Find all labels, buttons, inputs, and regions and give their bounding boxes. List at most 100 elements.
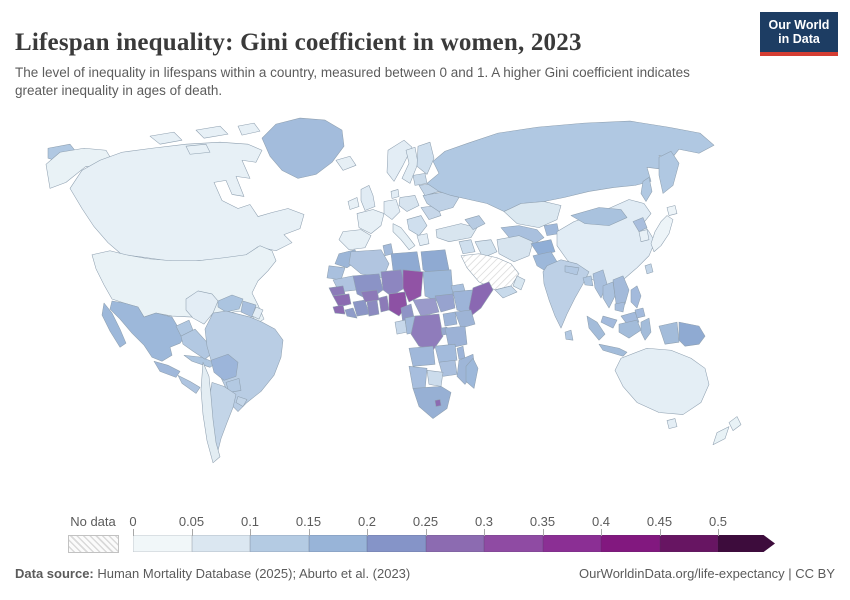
country-indonesia-sumatra[interactable] (586, 315, 606, 341)
country-senegal[interactable] (328, 285, 346, 297)
country-canada-arctic4[interactable] (185, 143, 211, 155)
country-zambia[interactable] (434, 343, 458, 363)
country-lesotho[interactable] (434, 399, 442, 407)
country-south-korea[interactable] (638, 229, 650, 242)
legend-bin-4[interactable] (367, 535, 426, 552)
legend-bin-7[interactable] (542, 535, 601, 552)
country-norway[interactable] (386, 139, 413, 182)
country-laos-vietnam[interactable] (612, 275, 630, 311)
country-south-sudan[interactable] (434, 293, 456, 313)
country-canada-arctic3[interactable] (237, 122, 261, 136)
country-mexico-baja[interactable] (101, 302, 127, 348)
country-tanzania[interactable] (444, 325, 468, 349)
country-peru[interactable] (180, 328, 213, 360)
country-somalia[interactable] (468, 281, 494, 317)
country-yemen[interactable] (494, 285, 518, 299)
country-togo-benin[interactable] (378, 295, 390, 313)
country-south-africa[interactable] (412, 386, 452, 419)
country-new-zealand-north[interactable] (728, 416, 742, 431)
country-russia-sakhalin[interactable] (640, 177, 653, 202)
country-uk[interactable] (360, 185, 376, 211)
country-angola[interactable] (408, 345, 436, 367)
country-spain-portugal[interactable] (338, 229, 372, 251)
country-gabon[interactable] (394, 319, 408, 335)
country-mexico[interactable] (109, 300, 187, 362)
country-turkey[interactable] (435, 223, 478, 242)
country-japan-hokkaido[interactable] (666, 205, 678, 216)
country-uruguay[interactable] (235, 396, 248, 407)
country-iraq[interactable] (474, 239, 498, 259)
legend-bin-6[interactable] (484, 535, 543, 552)
country-france[interactable] (356, 209, 385, 234)
legend-bin-3[interactable] (308, 535, 367, 552)
country-india[interactable] (542, 259, 590, 329)
country-philippines[interactable] (630, 285, 642, 309)
country-oman[interactable] (512, 275, 526, 291)
country-australia-tasmania[interactable] (666, 418, 678, 429)
country-liberia[interactable] (344, 307, 358, 319)
country-iceland[interactable] (335, 155, 357, 171)
country-niger[interactable] (380, 269, 406, 297)
country-caucasus[interactable] (464, 215, 486, 230)
country-greenland[interactable] (261, 117, 345, 179)
country-sri-lanka[interactable] (564, 329, 574, 341)
country-chad[interactable] (402, 269, 424, 303)
country-kazakhstan[interactable] (503, 201, 562, 228)
country-guyana-suriname[interactable] (240, 300, 257, 318)
legend-bin-2[interactable] (250, 535, 309, 552)
country-saudi-arabia[interactable] (460, 253, 520, 291)
country-drc[interactable] (410, 313, 444, 351)
country-north-korea[interactable] (632, 217, 648, 232)
country-canada-arctic1[interactable] (149, 131, 183, 145)
country-botswana[interactable] (426, 370, 444, 387)
country-canada[interactable] (69, 141, 305, 262)
country-sierra-leone[interactable] (332, 304, 346, 315)
legend-bin-0[interactable] (133, 535, 192, 552)
country-balkans[interactable] (406, 215, 428, 236)
country-mongolia[interactable] (570, 207, 628, 226)
country-indonesia-borneo[interactable] (618, 319, 642, 339)
country-nepal[interactable] (564, 265, 580, 276)
owid-logo[interactable]: Our World in Data (760, 12, 838, 56)
country-chile[interactable] (200, 362, 221, 464)
country-kenya[interactable] (454, 309, 476, 329)
country-sweden[interactable] (401, 146, 419, 184)
country-denmark[interactable] (390, 189, 400, 199)
country-malaysia[interactable] (600, 315, 618, 329)
country-indonesia-sulawesi[interactable] (640, 317, 652, 341)
legend-bin-8[interactable] (601, 535, 660, 552)
country-malawi[interactable] (456, 345, 466, 360)
country-indonesia-java[interactable] (598, 343, 628, 357)
legend-no-data-swatch[interactable] (68, 535, 119, 553)
country-baltics[interactable] (412, 173, 428, 186)
country-madagascar[interactable] (465, 357, 479, 389)
country-bolivia[interactable] (210, 353, 239, 381)
country-afghanistan[interactable] (530, 239, 556, 257)
legend-bin-1[interactable] (191, 535, 250, 552)
country-russia-kamchatka[interactable] (658, 150, 680, 194)
country-burkina-faso[interactable] (360, 289, 380, 303)
country-papua-new-guinea[interactable] (678, 321, 706, 347)
country-new-zealand-south[interactable] (712, 426, 730, 445)
country-japan[interactable] (650, 215, 674, 253)
country-greece[interactable] (416, 233, 430, 246)
country-poland[interactable] (398, 195, 420, 212)
legend-bin-10[interactable] (718, 535, 775, 552)
country-germany[interactable] (383, 199, 401, 220)
country-guatemala-honduras[interactable] (153, 361, 181, 378)
country-thailand[interactable] (602, 281, 616, 309)
country-australia[interactable] (614, 347, 710, 415)
country-indonesia-papua[interactable] (658, 321, 680, 345)
country-ireland[interactable] (347, 197, 360, 210)
country-bangladesh[interactable] (582, 275, 594, 287)
country-philippines-mindanao[interactable] (634, 307, 646, 319)
legend-bin-5[interactable] (425, 535, 484, 552)
country-italy[interactable] (392, 223, 416, 251)
country-guinea[interactable] (332, 293, 352, 308)
country-venezuela[interactable] (217, 294, 244, 313)
legend-bin-9[interactable] (659, 535, 718, 552)
country-canada-arctic2[interactable] (195, 125, 229, 139)
country-finland[interactable] (416, 141, 435, 175)
country-iran[interactable] (496, 235, 534, 263)
country-namibia[interactable] (408, 366, 428, 391)
